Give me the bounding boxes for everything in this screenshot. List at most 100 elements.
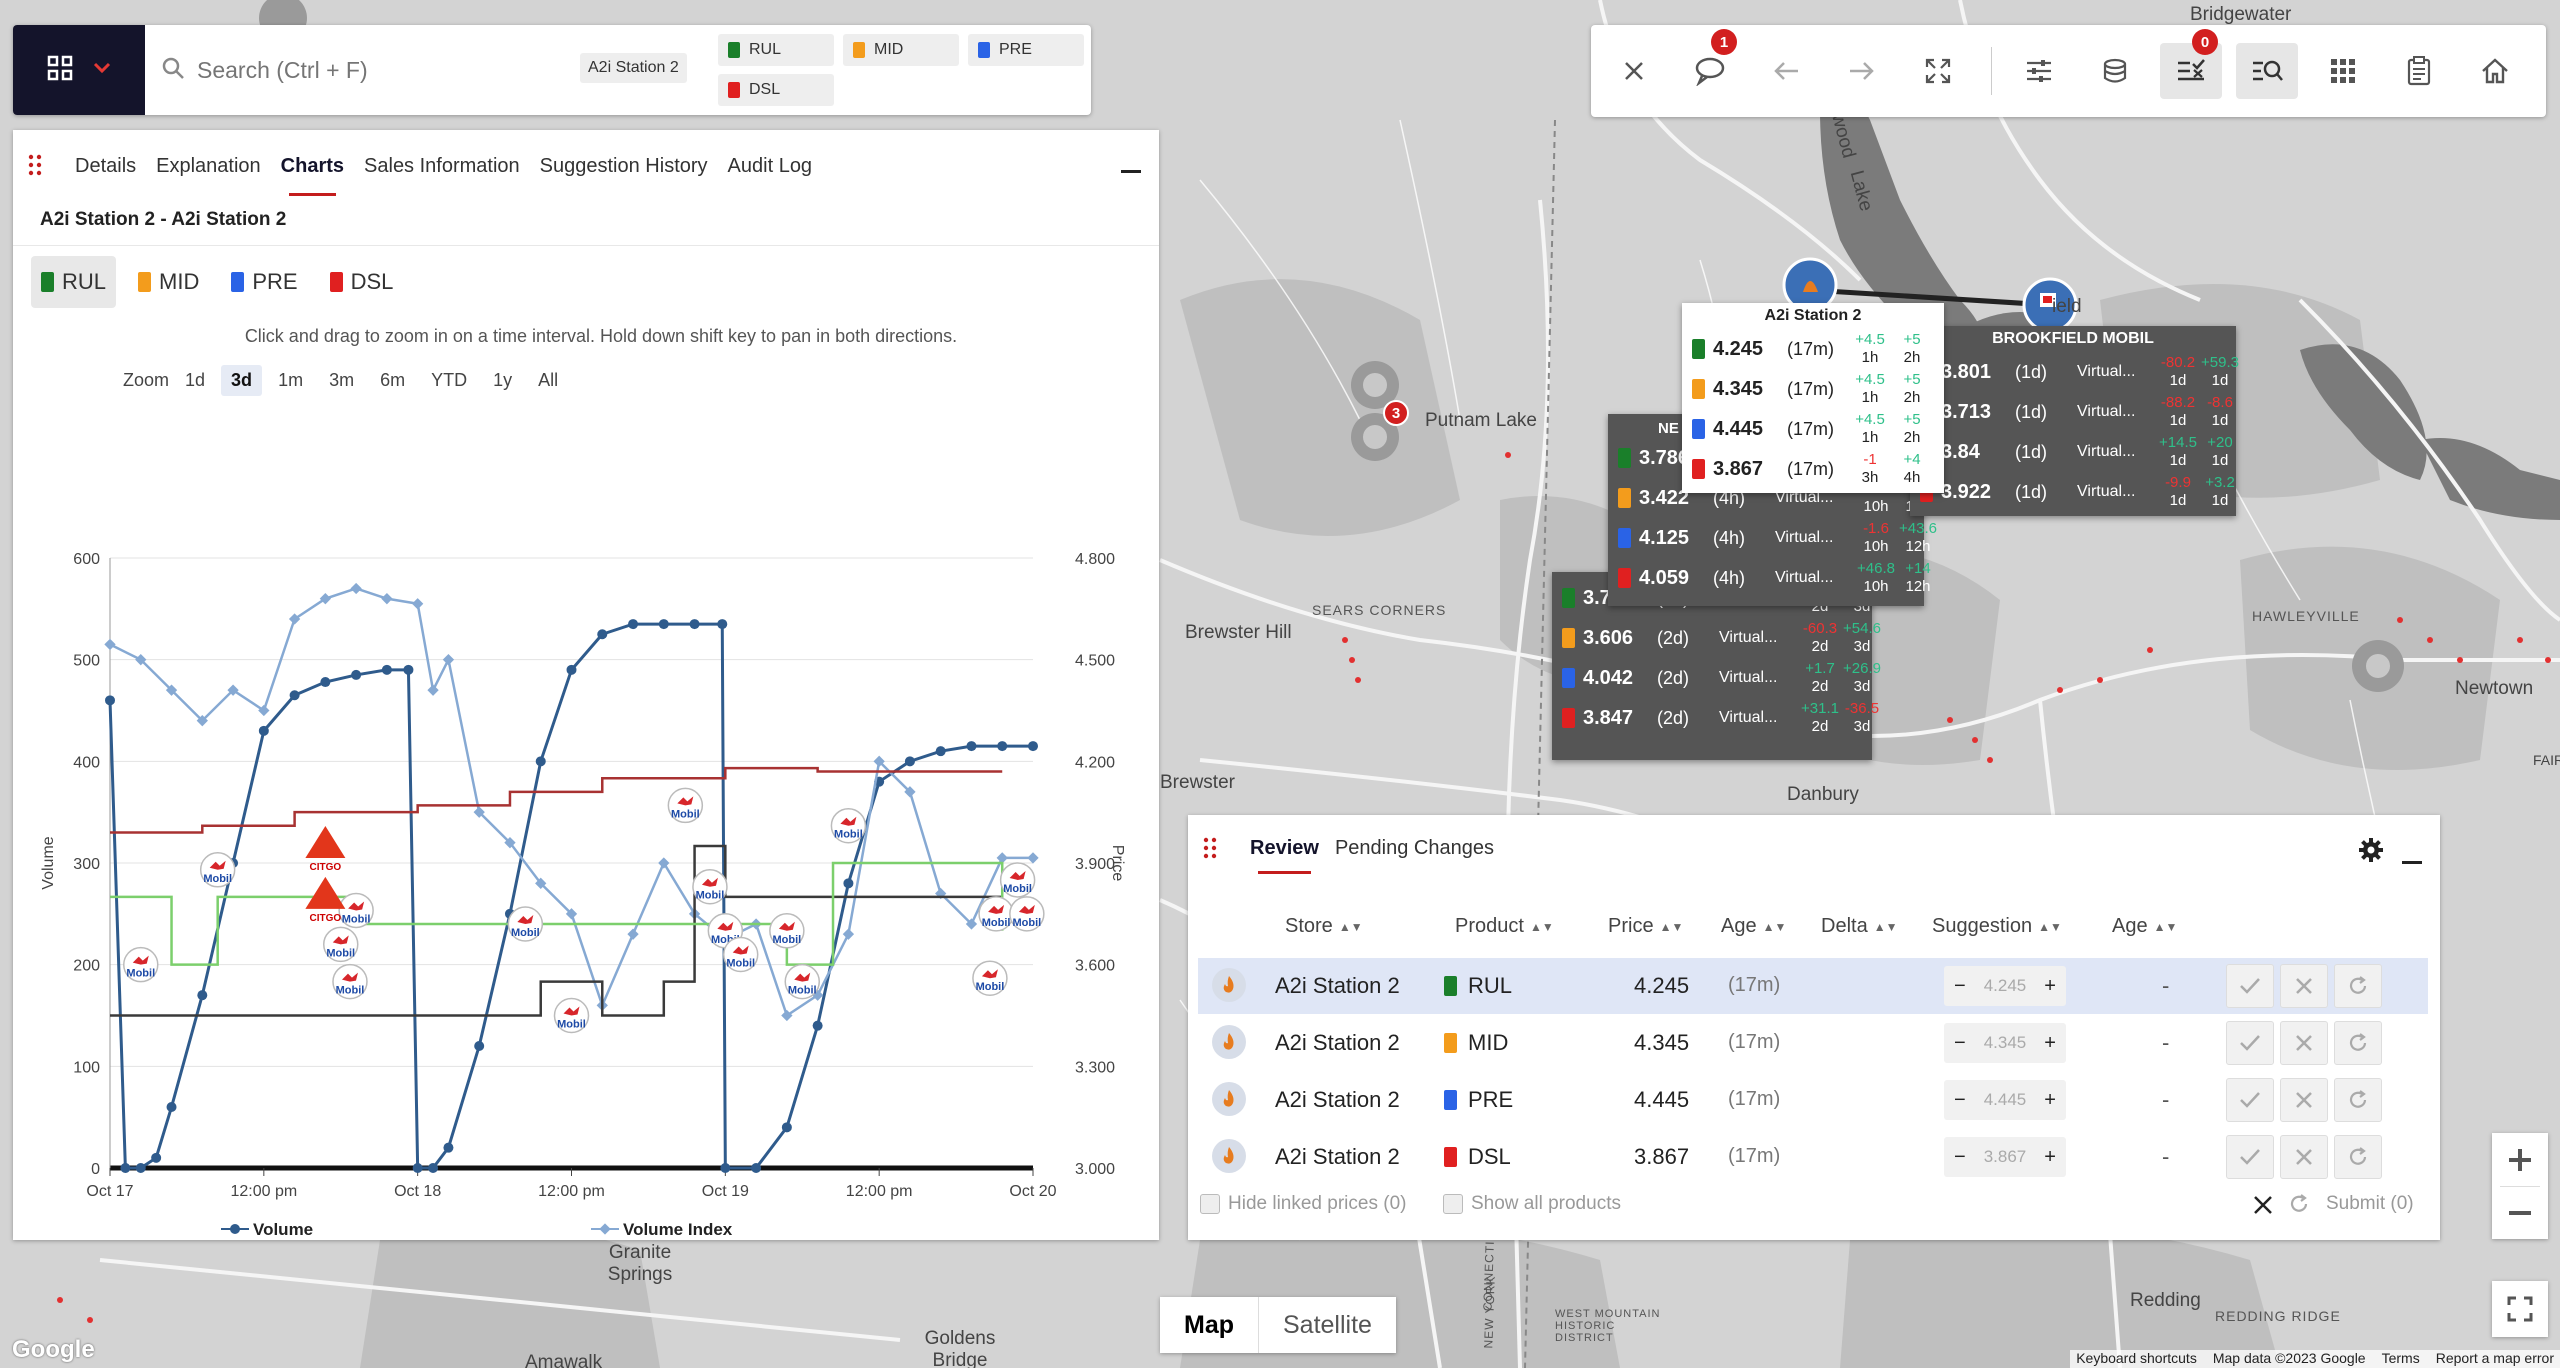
zoom-6m[interactable]: 6m xyxy=(380,370,406,390)
hide-linked-toggle[interactable]: Hide linked prices (0) xyxy=(1200,1193,1406,1215)
show-all-products-toggle[interactable]: Show all products xyxy=(1443,1193,1621,1215)
map-type-satellite[interactable]: Satellite xyxy=(1258,1297,1396,1353)
app-menu-button[interactable] xyxy=(13,25,145,115)
map-label-bk: ield xyxy=(2052,296,2082,317)
search-list-button[interactable] xyxy=(2236,43,2298,99)
column-age-2[interactable]: Age ▲▼ xyxy=(2112,915,2177,938)
chip-dsl[interactable]: DSL xyxy=(718,74,834,106)
approve-button[interactable] xyxy=(2226,1135,2274,1179)
clear-all-button[interactable] xyxy=(2253,1195,2273,1215)
increment-button[interactable]: + xyxy=(2044,1031,2056,1054)
apps-button[interactable] xyxy=(2312,43,2374,99)
back-button[interactable] xyxy=(1755,43,1817,99)
approve-button[interactable] xyxy=(2226,1078,2274,1122)
tab-details[interactable]: Details xyxy=(75,154,137,177)
table-row[interactable]: A2i Station 2 MID 4.345 (17m) −4.345 + - xyxy=(1198,1015,2428,1071)
zoom-3d[interactable]: 3d xyxy=(221,365,263,396)
column-price[interactable]: Price ▲▼ xyxy=(1608,915,1683,938)
tab-audit-log[interactable]: Audit Log xyxy=(727,154,813,177)
decrement-button[interactable]: − xyxy=(1954,974,1966,997)
increment-button[interactable]: + xyxy=(2044,1088,2056,1111)
tab-review[interactable]: Review xyxy=(1250,837,1319,874)
popup-a2i-station-2[interactable]: A2i Station 2 4.245 (17m) +4.5 1h +5 2h 4.345(… xyxy=(1682,303,1944,493)
forward-button[interactable] xyxy=(1831,43,1893,99)
submit-button[interactable]: Submit (0) xyxy=(2326,1193,2414,1214)
column-age[interactable]: Age ▲▼ xyxy=(1721,915,1786,938)
table-row[interactable]: A2i Station 2 DSL 3.867 (17m) −3.867 + - xyxy=(1198,1129,2428,1185)
tab-explanation[interactable]: Explanation xyxy=(156,154,261,177)
chip-mid[interactable]: MID xyxy=(843,34,959,66)
reject-button[interactable] xyxy=(2280,964,2328,1008)
home-button[interactable] xyxy=(2464,43,2526,99)
close-button[interactable] xyxy=(1603,43,1665,99)
cluster-badge[interactable]: 3 xyxy=(1383,400,1409,426)
zoom-out-button[interactable] xyxy=(2507,1187,2533,1239)
zoom-3m[interactable]: 3m xyxy=(329,370,355,390)
filters-button[interactable] xyxy=(2008,43,2070,99)
reset-button[interactable] xyxy=(2334,964,2382,1008)
checkbox[interactable] xyxy=(1443,1194,1463,1214)
tab-sales-information[interactable]: Sales Information xyxy=(364,154,520,177)
station-chip[interactable]: A2i Station 2 xyxy=(580,53,687,83)
zoom-1m[interactable]: 1m xyxy=(278,370,304,390)
suggestion-stepper[interactable]: −4.345 + xyxy=(1944,1023,2066,1063)
approve-button[interactable] xyxy=(2226,1021,2274,1065)
popup-brookfield-mobil[interactable]: BROOKFIELD MOBIL 3.801 (1d) Virtual... -80.… xyxy=(1910,326,2239,516)
data-point xyxy=(288,613,301,625)
zoom-1d[interactable]: 1d xyxy=(185,370,206,390)
reject-button[interactable] xyxy=(2280,1021,2328,1065)
comments-button[interactable]: 1 xyxy=(1679,29,1741,99)
suggestion-stepper[interactable]: −4.245 + xyxy=(1944,966,2066,1006)
report-error-link[interactable]: Report a map error xyxy=(2435,1350,2554,1366)
zoom-in-button[interactable] xyxy=(2507,1134,2533,1186)
minimize-button[interactable] xyxy=(1121,170,1141,173)
clipboard-button[interactable] xyxy=(2388,43,2450,99)
settings-button[interactable] xyxy=(2358,837,2384,868)
zoom-1y[interactable]: 1y xyxy=(493,370,513,390)
table-row[interactable]: A2i Station 2 PRE 4.445 (17m) −4.445 + - xyxy=(1198,1072,2428,1128)
map-fullscreen-button[interactable] xyxy=(2492,1281,2548,1337)
column-store[interactable]: Store ▲▼ xyxy=(1285,915,1363,938)
checkbox[interactable] xyxy=(1200,1194,1220,1214)
increment-button[interactable]: + xyxy=(2044,974,2056,997)
drag-handle-icon[interactable] xyxy=(27,154,43,176)
tab-suggestion-history[interactable]: Suggestion History xyxy=(539,154,708,177)
chip-pre[interactable]: PRE xyxy=(968,34,1084,66)
reset-button[interactable] xyxy=(2334,1078,2382,1122)
suggestion-stepper[interactable]: −4.445 + xyxy=(1944,1080,2066,1120)
terms-link[interactable]: Terms xyxy=(2381,1350,2420,1366)
suggestion-stepper[interactable]: −3.867 + xyxy=(1944,1137,2066,1177)
legend-chip-mid[interactable]: MID xyxy=(128,256,209,308)
legend-chip-pre[interactable]: PRE xyxy=(221,256,307,308)
column-delta[interactable]: Delta ▲▼ xyxy=(1821,915,1897,938)
keyboard-shortcuts-link[interactable]: Keyboard shortcuts xyxy=(2076,1350,2197,1366)
chip-rul[interactable]: RUL xyxy=(718,34,834,66)
table-row[interactable]: A2i Station 2 RUL 4.245 (17m) −4.245 + - xyxy=(1198,958,2428,1014)
approve-button[interactable] xyxy=(2226,964,2274,1008)
reject-button[interactable] xyxy=(2280,1135,2328,1179)
reset-button[interactable] xyxy=(2334,1021,2382,1065)
decrement-button[interactable]: − xyxy=(1954,1088,1966,1111)
map-type-map[interactable]: Map xyxy=(1184,1310,1234,1339)
fullscreen-button[interactable] xyxy=(1907,43,1969,99)
review-button[interactable]: 0 xyxy=(2160,29,2222,99)
decrement-button[interactable]: − xyxy=(1954,1031,1966,1054)
minimize-button[interactable] xyxy=(2402,861,2422,864)
reset-button[interactable] xyxy=(2334,1135,2382,1179)
column-product[interactable]: Product ▲▼ xyxy=(1455,915,1554,938)
tab-pending-changes[interactable]: Pending Changes xyxy=(1334,837,1494,859)
decrement-button[interactable]: − xyxy=(1954,1145,1966,1168)
zoom-all[interactable]: All xyxy=(538,370,559,390)
drag-handle-icon[interactable] xyxy=(1202,837,1218,859)
layers-button[interactable] xyxy=(2084,43,2146,99)
reset-all-button[interactable] xyxy=(2288,1193,2310,1215)
legend-chip-rul[interactable]: RUL xyxy=(31,256,117,308)
column-suggestion[interactable]: Suggestion ▲▼ xyxy=(1932,915,2062,938)
zoom-ytd[interactable]: YTD xyxy=(431,370,468,390)
increment-button[interactable]: + xyxy=(2044,1145,2056,1168)
search-input[interactable] xyxy=(197,56,537,84)
reject-button[interactable] xyxy=(2280,1078,2328,1122)
price-volume-chart[interactable]: 0 100 200 300 400 500 600 3.000 3.300 3.600 3.900 4… xyxy=(13,415,1159,1235)
legend-chip-dsl[interactable]: DSL xyxy=(320,256,404,308)
tab-charts[interactable]: Charts xyxy=(281,149,344,196)
